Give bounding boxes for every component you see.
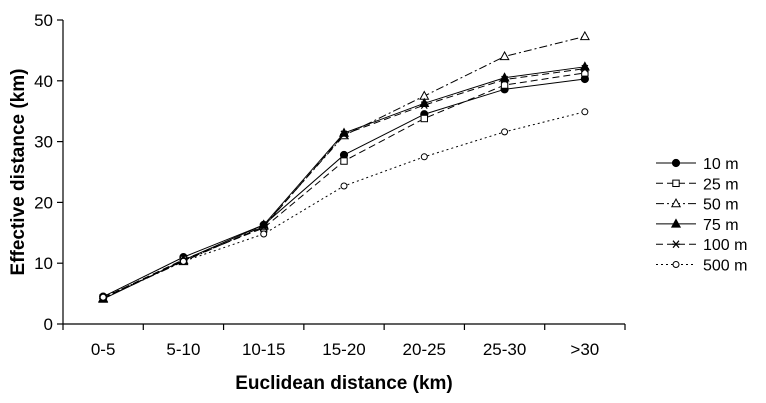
data-point — [340, 130, 348, 139]
legend-item-75-m: 75 m — [656, 217, 739, 234]
data-point — [99, 293, 107, 301]
legend-marker — [672, 179, 680, 188]
legend-item-50-m: 50 m — [656, 197, 739, 214]
legend-label: 10 m — [703, 156, 739, 173]
series-line-50-m — [102, 35, 585, 299]
data-point — [500, 75, 509, 84]
data-point — [501, 128, 509, 136]
series-line-500-m — [102, 111, 585, 298]
y-tick-label: 10 — [34, 254, 53, 273]
legend-label: 50 m — [703, 197, 739, 214]
x-tick-label: 20-25 — [403, 340, 446, 359]
legend: 10 m 25 m 50 m 75 m 100 m 500 m — [656, 156, 747, 275]
legend-label: 500 m — [703, 258, 747, 275]
legend-marker — [672, 261, 680, 268]
y-tick-label: 20 — [34, 193, 53, 212]
x-tick-label: 5-10 — [166, 340, 200, 359]
series-layer — [98, 30, 590, 303]
x-axis-title: Euclidean distance (km) — [235, 373, 453, 394]
legend-item-10-m: 10 m — [656, 156, 739, 173]
data-point — [259, 222, 268, 231]
x-ticks: 0-5 5-10 10-15 15-20 20-25 25-30 >30 — [62, 324, 626, 359]
legend-marker — [672, 240, 680, 249]
x-tick-label: 10-15 — [242, 340, 285, 359]
data-point — [179, 257, 187, 265]
axes — [62, 20, 625, 325]
legend-label: 100 m — [703, 237, 747, 254]
data-point — [420, 101, 429, 110]
legend-label: 25 m — [703, 176, 739, 193]
x-tick-label: 15-20 — [322, 340, 365, 359]
x-tick-label: 25-30 — [483, 340, 526, 359]
data-point — [581, 108, 589, 116]
legend-item-25-m: 25 m — [656, 176, 739, 193]
data-point — [579, 30, 590, 41]
legend-label: 75 m — [703, 217, 739, 234]
data-point — [340, 182, 348, 190]
data-point — [499, 50, 510, 61]
x-tick-label: >30 — [570, 340, 599, 359]
legend-marker — [670, 198, 682, 208]
y-tick-label: 50 — [34, 11, 53, 30]
series-500-m — [99, 108, 589, 301]
data-point — [420, 153, 428, 161]
data-point — [580, 64, 589, 73]
data-point — [420, 114, 428, 123]
y-ticks: 0 10 20 30 40 50 — [34, 11, 63, 334]
series-50-m — [98, 30, 590, 303]
legend-item-100-m: 100 m — [656, 237, 747, 254]
data-point — [500, 81, 509, 89]
data-point — [340, 157, 348, 165]
x-tick-label: 0-5 — [91, 340, 116, 359]
data-point — [260, 230, 268, 238]
y-tick-label: 0 — [44, 315, 53, 334]
y-tick-label: 30 — [34, 133, 53, 152]
legend-item-500-m: 500 m — [656, 258, 747, 275]
y-axis-title: Effective distance (km) — [8, 69, 29, 276]
legend-marker — [671, 158, 681, 168]
legend-marker — [670, 218, 682, 228]
y-tick-label: 40 — [34, 72, 53, 91]
